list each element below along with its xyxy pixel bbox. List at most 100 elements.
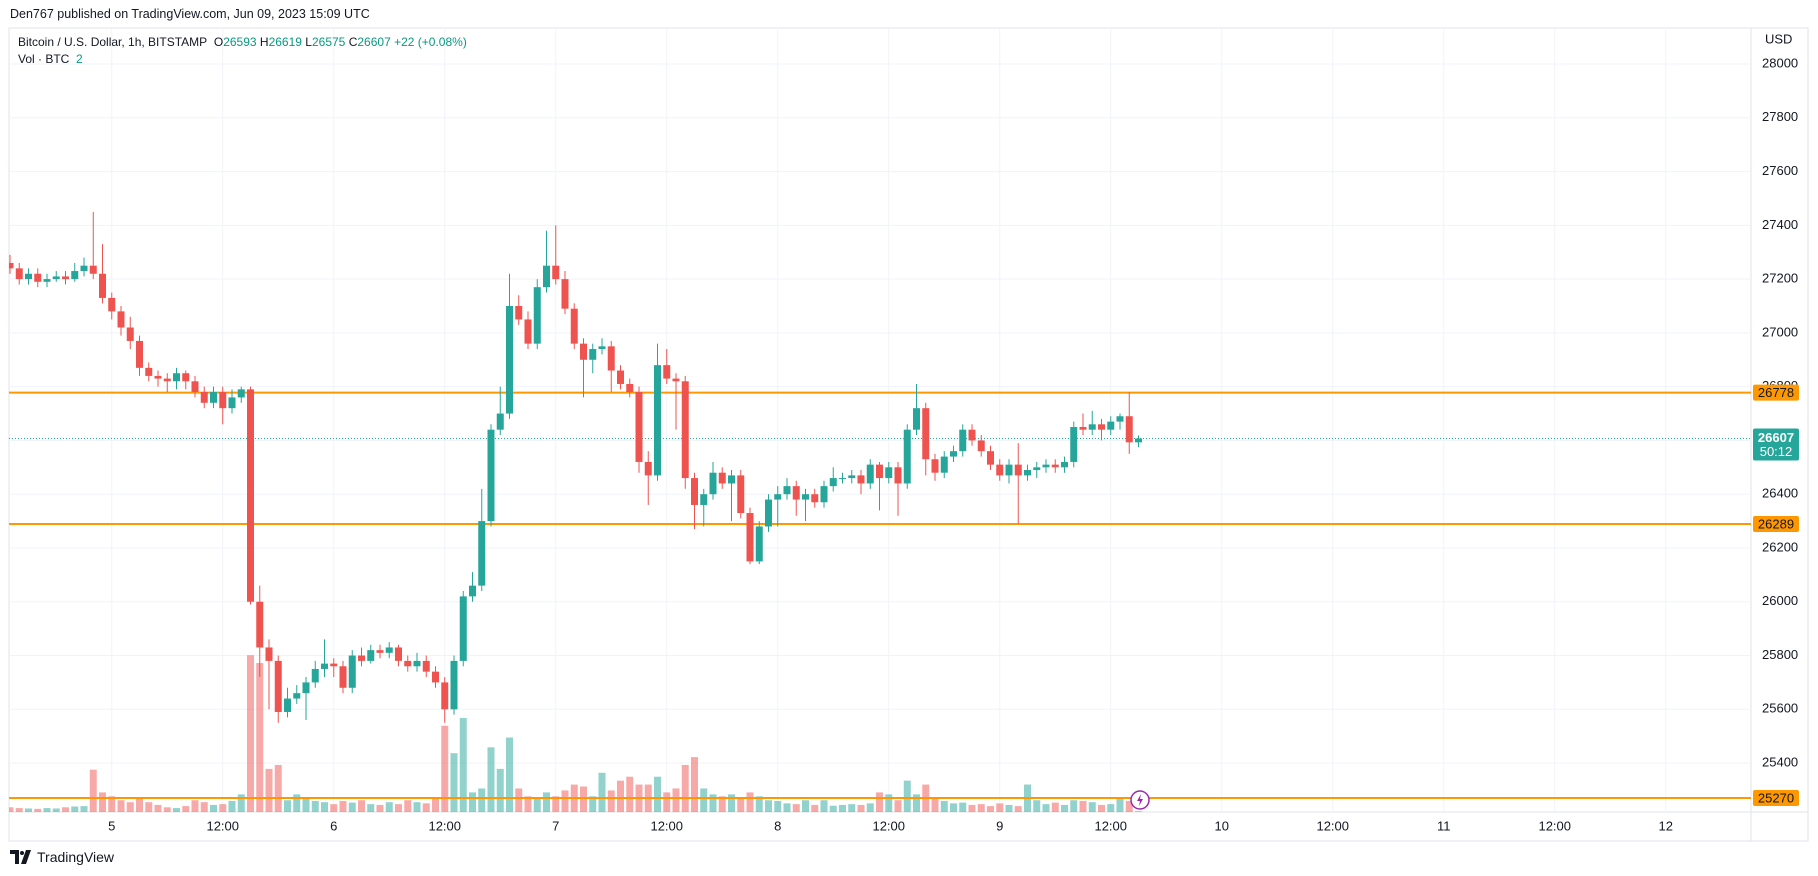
y-tick-label: 25400 [1762, 755, 1798, 770]
volume-bar [385, 802, 393, 812]
candle-body [839, 478, 846, 480]
volume-bar [617, 780, 624, 812]
candle-body [1088, 424, 1096, 430]
candle-body [1135, 438, 1142, 443]
candle-body [71, 271, 79, 280]
volume-bar [62, 807, 69, 812]
candle-body [9, 262, 14, 269]
volume-bar [700, 788, 708, 812]
volume-bar [1088, 802, 1096, 812]
candle-body [52, 276, 60, 280]
candle-body [496, 413, 504, 430]
volume-bar [34, 808, 42, 812]
candle-body [977, 440, 985, 452]
volume-bar [404, 800, 412, 812]
volume-bar [422, 803, 430, 812]
ohlc-values: O26593 H26619 L26575 C26607 [214, 35, 394, 49]
candle-body [210, 392, 217, 403]
volume-bar [145, 802, 153, 812]
volume-bar [718, 796, 726, 812]
volume-bar [977, 804, 985, 812]
volume-bar [9, 807, 14, 812]
volume-bar [1116, 798, 1124, 812]
candle-body [663, 365, 671, 379]
candle-body [191, 381, 199, 393]
candle-body [524, 319, 532, 344]
level-tag-label: 26778 [1758, 385, 1794, 400]
volume-bar [117, 800, 125, 812]
volume-bar [265, 768, 273, 812]
candle-body [25, 273, 32, 280]
volume-bar [866, 803, 874, 812]
candle-body [1125, 416, 1133, 443]
candle-body [515, 306, 523, 320]
volume-bar [274, 764, 282, 812]
volume-bar [478, 788, 486, 812]
volume-bar [367, 804, 375, 812]
candle-body [469, 585, 476, 597]
volume-bar [848, 804, 856, 812]
candle-body [1107, 421, 1115, 430]
volume-bar [99, 792, 106, 812]
level-tag [1753, 790, 1799, 807]
volume-bar [894, 800, 902, 812]
candle-body [654, 365, 661, 476]
candle-body [43, 279, 51, 282]
candle-body [321, 663, 328, 669]
candle-body [561, 279, 569, 309]
candle-body [543, 265, 550, 288]
candle-body [996, 464, 1004, 476]
candle-body [487, 429, 495, 522]
candle-body [829, 478, 837, 487]
x-tick-label: 12 [1659, 818, 1673, 833]
ohlc-value: 26607 [357, 35, 391, 49]
candle-body [802, 494, 809, 500]
x-tick-label: 12:00 [872, 818, 905, 833]
candle-body [413, 660, 421, 667]
ohlc-label: C [348, 35, 358, 49]
candle-body [792, 486, 800, 500]
volume-bar [71, 806, 79, 812]
candle-body [117, 311, 125, 328]
x-tick-label: 12:00 [1094, 818, 1127, 833]
volume-bar [533, 798, 541, 812]
chart-frame [8, 27, 1809, 842]
candle-body [700, 494, 708, 505]
candle-body [950, 451, 957, 457]
volume-bar [459, 717, 467, 812]
ohlc-label: O [213, 35, 224, 49]
candle-body [774, 494, 782, 500]
candle-body [913, 408, 920, 430]
x-tick-label: 5 [108, 818, 115, 833]
candle-body [709, 472, 717, 495]
volume-bar [200, 802, 208, 812]
volume-bar [293, 794, 301, 812]
footer: TradingView [10, 849, 114, 865]
volume-bar [996, 803, 1004, 812]
candle-body [367, 650, 375, 661]
volume-bar [247, 655, 254, 812]
change: +22 [394, 35, 415, 49]
candle-body [256, 601, 264, 648]
volume-bar [746, 792, 754, 812]
candle-body [432, 671, 439, 683]
candle-body [1079, 426, 1087, 430]
volume-bar [811, 804, 819, 812]
volume-bar [432, 798, 439, 812]
footer-text: TradingView [37, 849, 115, 865]
volume-bar [839, 804, 846, 812]
ohlc-label: H [259, 35, 269, 49]
volume-bar [173, 808, 180, 812]
volume-bar [885, 794, 893, 812]
alert-icon[interactable] [1130, 790, 1150, 810]
x-tick-label: 12:00 [650, 818, 683, 833]
candle-body [126, 327, 134, 341]
candle-body [968, 429, 976, 441]
volume-bar [792, 804, 800, 812]
volume-bar [1005, 804, 1013, 812]
candle-body [885, 467, 893, 479]
ohlc-value: 26593 [223, 35, 257, 49]
volume-bar [376, 804, 384, 812]
candle-body [136, 340, 143, 368]
candle-body [200, 392, 208, 403]
